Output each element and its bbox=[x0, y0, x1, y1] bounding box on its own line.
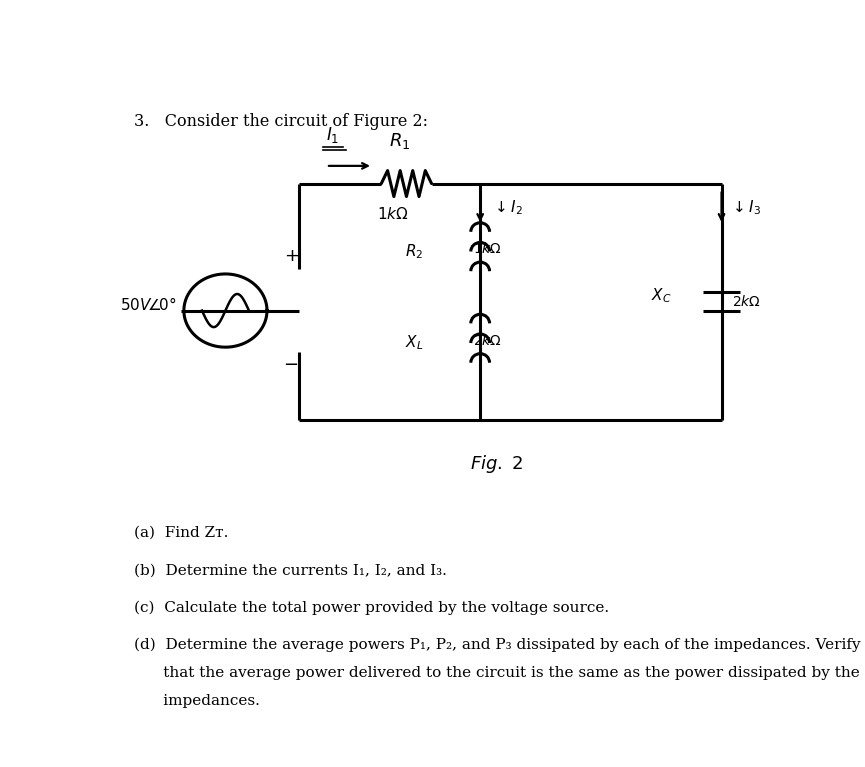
Text: $I_1$: $I_1$ bbox=[326, 125, 339, 145]
Text: $1k\Omega$: $1k\Omega$ bbox=[377, 206, 409, 222]
Text: $\downarrow I_2$: $\downarrow I_2$ bbox=[492, 198, 523, 216]
Text: $X_C$: $X_C$ bbox=[650, 286, 671, 305]
Text: (b)  Determine the currents I₁, I₂, and I₃.: (b) Determine the currents I₁, I₂, and I… bbox=[133, 563, 446, 578]
Text: $2k\Omega$: $2k\Omega$ bbox=[473, 333, 503, 347]
Text: $1k\Omega$: $1k\Omega$ bbox=[473, 241, 503, 256]
Text: that the average power delivered to the circuit is the same as the power dissipa: that the average power delivered to the … bbox=[133, 666, 859, 680]
Text: $\downarrow I_3$: $\downarrow I_3$ bbox=[729, 198, 760, 216]
Text: $R_1$: $R_1$ bbox=[389, 131, 410, 151]
Text: 3.   Consider the circuit of Figure 2:: 3. Consider the circuit of Figure 2: bbox=[133, 113, 427, 130]
Text: $X_L$: $X_L$ bbox=[405, 334, 423, 352]
Text: (a)  Find Zᴛ.: (a) Find Zᴛ. bbox=[133, 526, 228, 540]
Text: (c)  Calculate the total power provided by the voltage source.: (c) Calculate the total power provided b… bbox=[133, 601, 609, 615]
Text: $50V\!\angle\!0°$: $50V\!\angle\!0°$ bbox=[120, 296, 176, 313]
Text: $2k\Omega$: $2k\Omega$ bbox=[732, 295, 760, 309]
Text: impedances.: impedances. bbox=[133, 693, 260, 707]
Text: +: + bbox=[284, 247, 298, 265]
Text: (d)  Determine the average powers P₁, P₂, and P₃ dissipated by each of the imped: (d) Determine the average powers P₁, P₂,… bbox=[133, 637, 860, 652]
Text: $\it{Fig.}\ \it{2}$: $\it{Fig.}\ \it{2}$ bbox=[471, 453, 523, 475]
Text: −: − bbox=[284, 356, 298, 374]
Text: $R_2$: $R_2$ bbox=[405, 242, 423, 261]
